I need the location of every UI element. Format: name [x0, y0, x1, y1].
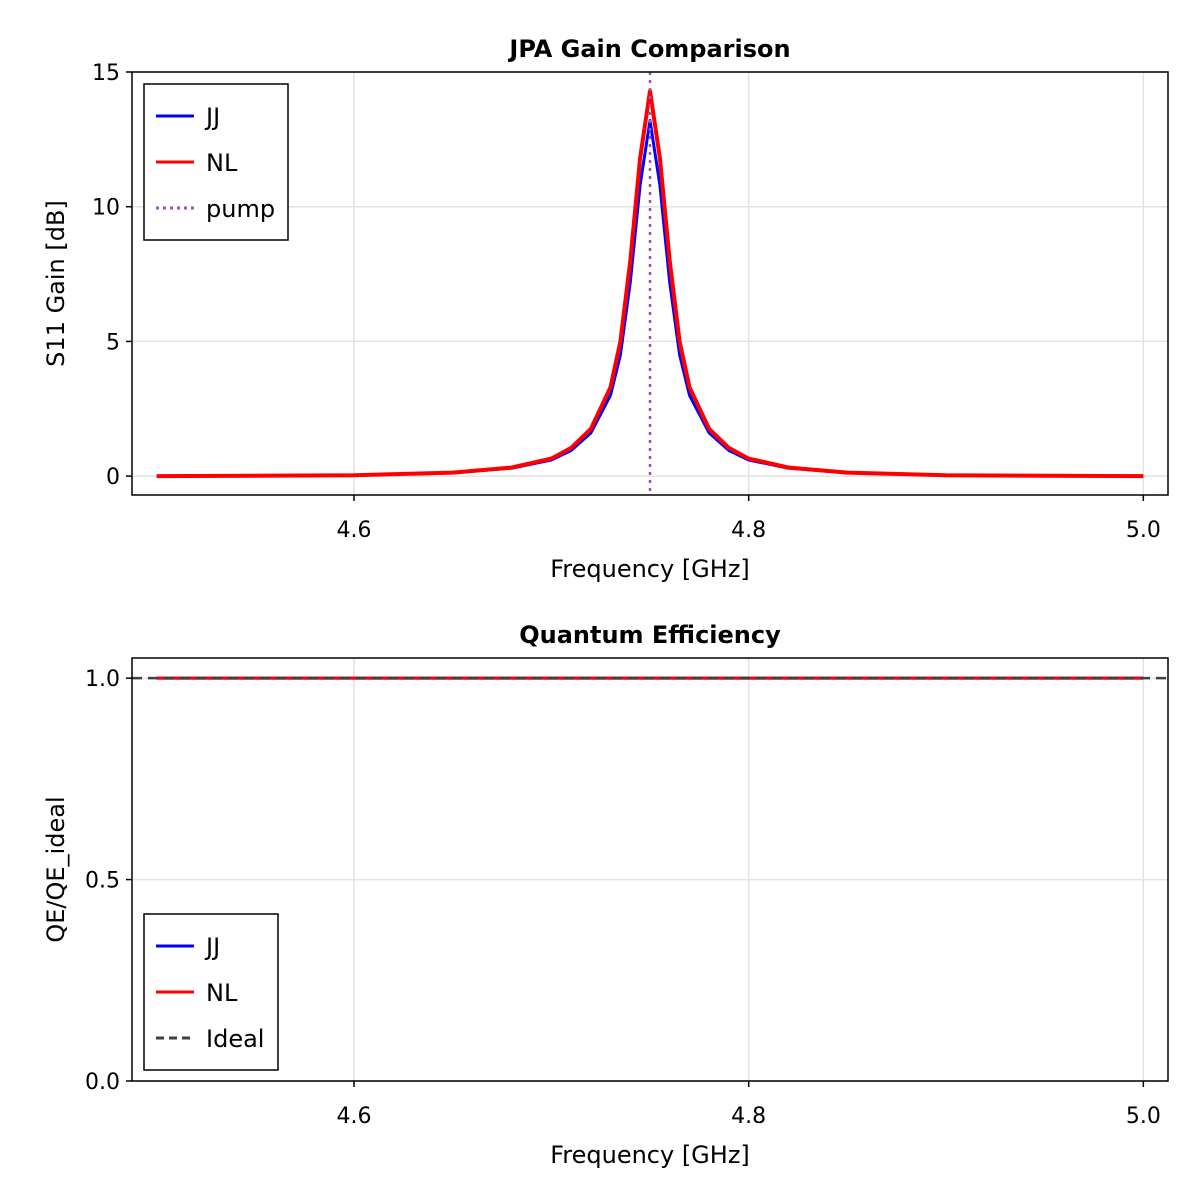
gain-y-tick-label: 5 [106, 330, 120, 355]
gain-panel: 4.6 4.8 5.0 0 5 10 15 JPA Gain Comparison Freq… [42, 35, 1169, 583]
gain-legend-label-nl: NL [206, 149, 238, 177]
qe-legend-label-nl: NL [206, 979, 238, 1007]
gain-axes-frame [131, 71, 1169, 496]
qe-legend: JJ NL Ideal [143, 913, 279, 1071]
gain-y-tick-label: 15 [92, 61, 120, 86]
gain-legend-label-pump: pump [206, 195, 275, 223]
gain-x-tick-label: 4.8 [731, 518, 766, 543]
gain-chart-title: JPA Gain Comparison [507, 35, 790, 63]
qe-y-tick-label: 0.5 [85, 869, 120, 894]
qe-legend-label-ideal: Ideal [206, 1025, 264, 1053]
gain-y-tick-label: 10 [92, 196, 120, 221]
gain-y-axis-label: S11 Gain [dB] [42, 200, 70, 367]
qe-axes-frame [131, 657, 1169, 1082]
gain-series-group [156, 72, 1144, 495]
gain-x-axis-label: Frequency [GHz] [550, 555, 750, 583]
gain-legend: JJ NL pump [143, 83, 289, 241]
qe-y-axis-label: QE/QE_ideal [42, 796, 70, 942]
qe-y-tick-label: 1.0 [85, 667, 120, 692]
qe-x-axis-label: Frequency [GHz] [550, 1141, 750, 1169]
qe-chart-title: Quantum Efficiency [519, 621, 781, 649]
gain-y-tick-label: 0 [106, 465, 120, 490]
gain-ticks: 4.6 4.8 5.0 0 5 10 15 [92, 61, 1161, 543]
qe-x-tick-label: 5.0 [1126, 1104, 1161, 1129]
gain-x-tick-label: 4.6 [337, 518, 372, 543]
qe-ticks: 4.6 4.8 5.0 0.0 0.5 1.0 [85, 667, 1161, 1129]
qe-panel: 4.6 4.8 5.0 0.0 0.5 1.0 Quantum Efficiency Fr… [42, 621, 1169, 1169]
gain-x-tick-label: 5.0 [1126, 518, 1161, 543]
qe-y-tick-label: 0.0 [85, 1070, 120, 1095]
qe-legend-label-jj: JJ [204, 933, 220, 961]
gain-legend-label-jj: JJ [204, 103, 220, 131]
qe-x-tick-label: 4.8 [731, 1104, 766, 1129]
qe-x-tick-label: 4.6 [337, 1104, 372, 1129]
